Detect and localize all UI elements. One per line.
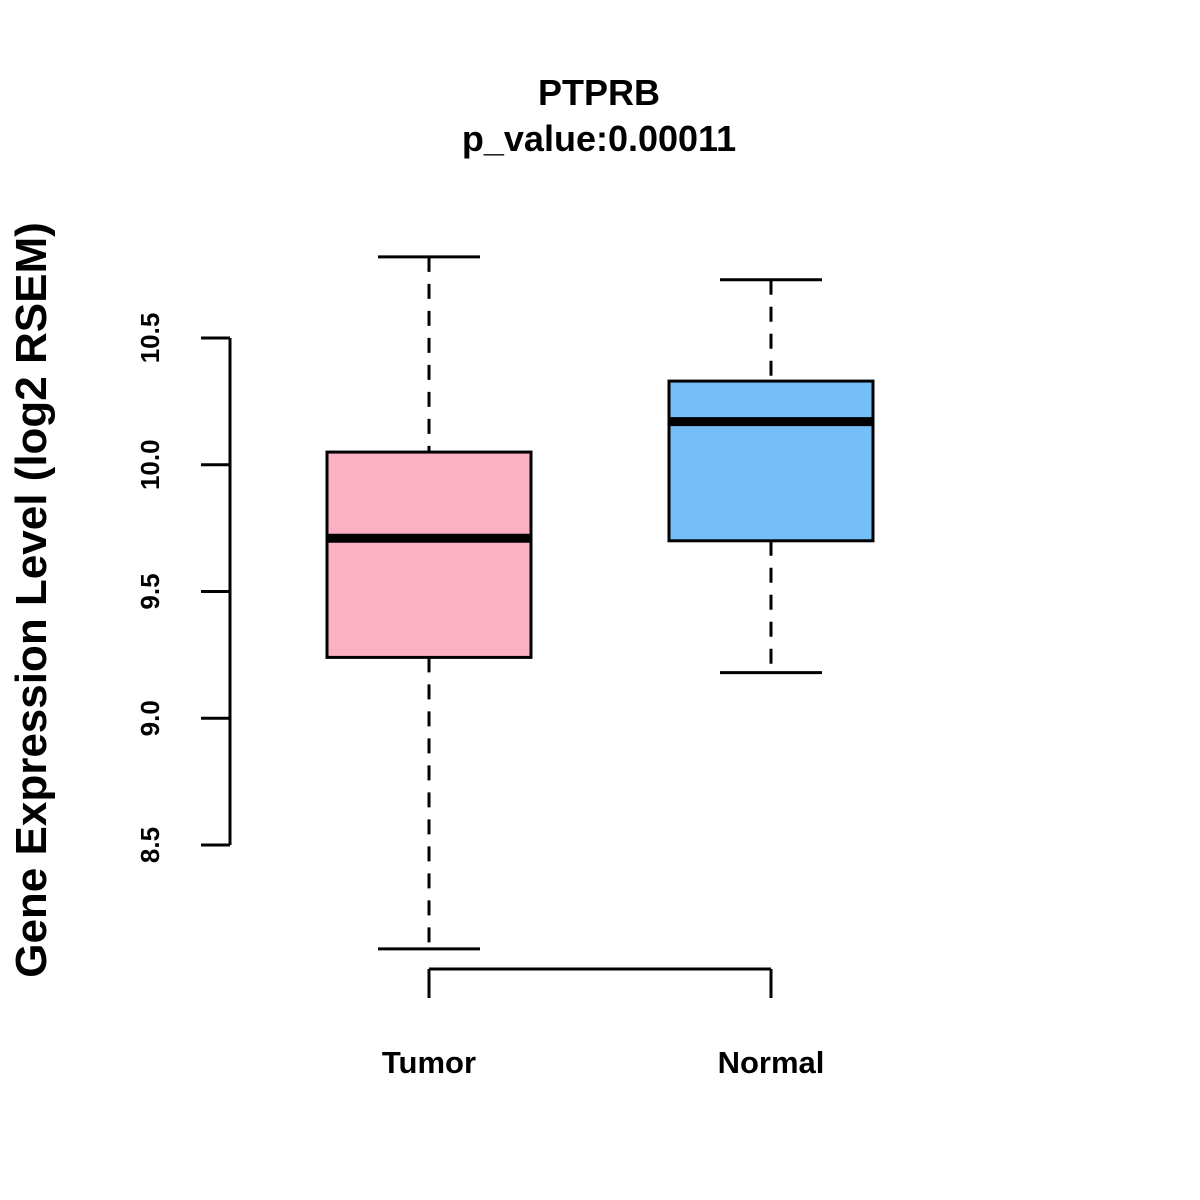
y-axis: 8.5 9.0 9.5 10.0 10.5 [135, 313, 232, 863]
y-tick-label: 10.5 [135, 313, 165, 364]
x-tick-label-tumor: Tumor [382, 1045, 476, 1080]
iqr-box [325, 450, 533, 659]
x-tick-label-normal: Normal [718, 1045, 825, 1080]
chart-title: PTPRB [538, 72, 660, 113]
y-tick-label: 9.5 [135, 573, 165, 609]
chart-subtitle: p_value:0.00011 [462, 118, 736, 159]
x-axis: Tumor Normal [382, 967, 825, 1080]
y-tick-label: 9.0 [135, 700, 165, 736]
y-tick-label: 8.5 [135, 827, 165, 863]
box-normal [667, 278, 875, 675]
y-axis-label: Gene Expression Level (log2 RSEM) [7, 222, 56, 978]
box-tumor [325, 255, 533, 951]
boxes [325, 255, 875, 951]
iqr-box [667, 379, 875, 543]
y-tick-label: 10.0 [135, 439, 165, 490]
